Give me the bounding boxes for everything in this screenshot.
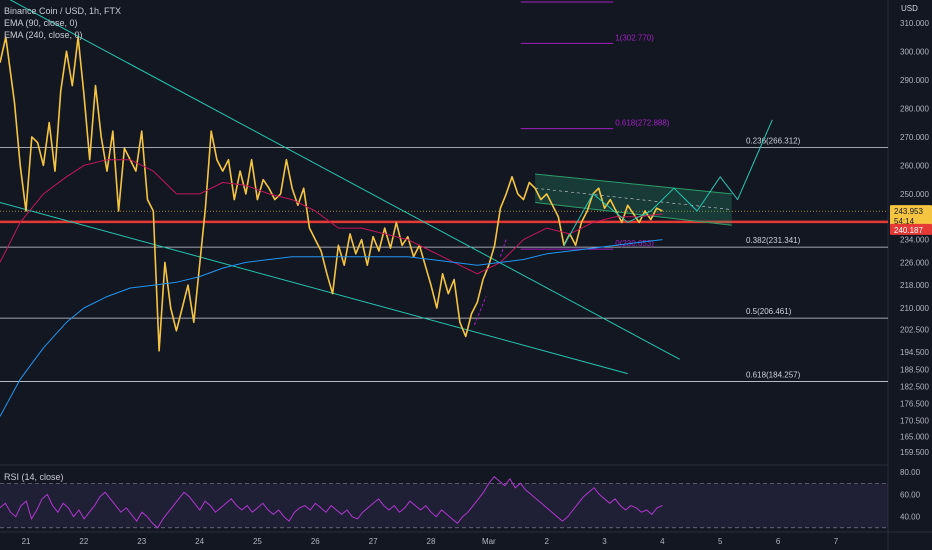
fib-label: 0.382(231.341) [746, 236, 801, 245]
price-tick-label: 210.000 [900, 304, 929, 313]
price-tick-label: 182.500 [900, 382, 929, 391]
time-tick-label: 21 [22, 537, 31, 546]
price-tick-label: 250.000 [900, 190, 929, 199]
price-tick-label: 260.000 [900, 161, 929, 170]
rsi-legend: RSI (14, close) [4, 472, 64, 482]
price-tick-label: 170.500 [900, 417, 929, 426]
rsi-band-fill [0, 483, 888, 528]
arrow-up-dashed [499, 239, 507, 257]
time-tick-label: 23 [137, 537, 146, 546]
rsi-tick-label: 60.00 [900, 490, 921, 499]
series-projection [563, 119, 773, 246]
support-price-badge [890, 223, 932, 235]
price-tick-label: 234.000 [900, 236, 929, 245]
series-ema240 [0, 239, 663, 417]
support-price-badge-text: 240.187 [894, 226, 923, 235]
price-tick-label: 226.000 [900, 258, 929, 267]
price-tick-label: 300.000 [900, 47, 929, 56]
time-tick-label: 7 [834, 537, 839, 546]
price-tick-label: 159.500 [900, 448, 929, 457]
series-ema90 [0, 159, 663, 275]
time-tick-label: 6 [776, 537, 781, 546]
fib-label: 0.5(206.461) [746, 307, 792, 316]
fib-levels: 0.236(266.312) 0.382(231.341) 0.5(206.461)… [0, 1, 888, 382]
rsi-tick-label: 40.00 [900, 513, 921, 522]
price-tick-label: 218.000 [900, 281, 929, 290]
fib-label: 1(302.770) [615, 33, 654, 42]
rsi-tick-label: 80.00 [900, 468, 921, 477]
trendline [0, 201, 628, 375]
time-tick-label: 5 [718, 537, 723, 546]
trendline [9, 0, 680, 360]
legend: Binance Coin / USD, 1h, FTX EMA (90, clo… [4, 5, 121, 41]
axes: 310.000300.000290.000280.000270.000260.0… [22, 19, 932, 546]
time-tick-label: 3 [602, 537, 607, 546]
time-tick-label: Mar [482, 537, 496, 546]
fib-label: 0(230.653) [615, 239, 654, 248]
fib-label: 0.618(184.257) [746, 370, 801, 379]
time-tick-label: 2 [544, 537, 549, 546]
channel-midline [535, 187, 732, 210]
rsi-panel [0, 475, 888, 529]
price-tick-label: 188.500 [900, 365, 929, 374]
price-tick-label: 194.500 [900, 348, 929, 357]
trendlines [0, 0, 732, 375]
time-tick-label: 27 [369, 537, 378, 546]
price-tick-label: 202.500 [900, 325, 929, 334]
time-tick-label: 24 [195, 537, 204, 546]
time-tick-label: 4 [660, 537, 665, 546]
legend-ema240: EMA (240, close, 0) [4, 30, 83, 40]
price-tick-label: 310.000 [900, 19, 929, 28]
last-price-badge [890, 205, 932, 228]
time-tick-label: 22 [79, 537, 88, 546]
last-price-badge-text: 54:14 [894, 217, 915, 226]
price-series [0, 36, 773, 417]
arrow-up-dashed [473, 296, 487, 326]
fib-label: 0.618(272.888) [615, 119, 670, 128]
time-tick-label: 25 [253, 537, 262, 546]
rsi-line [0, 475, 663, 529]
series-price [0, 36, 663, 352]
price-tick-label: 165.000 [900, 432, 929, 441]
fib-label: 0.236(266.312) [746, 136, 801, 145]
legend-ema90: EMA (90, close, 0) [4, 18, 78, 28]
currency-label: USD [901, 4, 918, 13]
trendline [535, 173, 732, 195]
price-tick-label: 270.000 [900, 133, 929, 142]
last-price-badge-text: 243.953 [894, 207, 923, 216]
price-tick-label: 176.500 [900, 400, 929, 409]
time-tick-label: 26 [311, 537, 320, 546]
time-tick-label: 28 [427, 537, 436, 546]
legend-symbol: Binance Coin / USD, 1h, FTX [4, 6, 122, 16]
price-tick-label: 290.000 [900, 76, 929, 85]
price-tick-label: 280.000 [900, 104, 929, 113]
channel-fill [535, 173, 732, 226]
